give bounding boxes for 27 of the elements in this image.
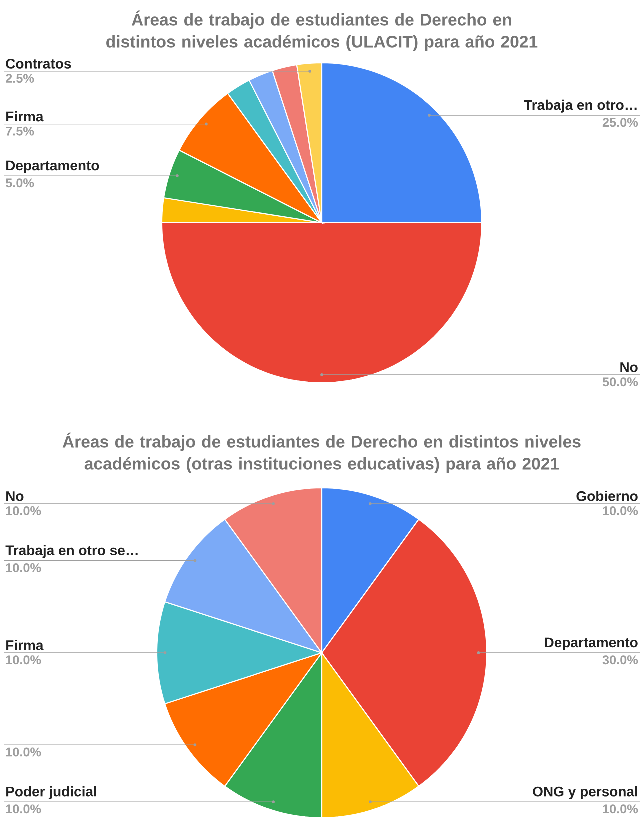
data-label: 10.0%: [6, 804, 42, 814]
slice-label: No: [620, 362, 638, 372]
data-label: 10.0%: [603, 506, 638, 516]
data-label: 7.5%: [6, 126, 34, 136]
chart-title: Áreas de trabajo de estudiantes de Derecho en distintos niveles académicos (ULACIT) para año 2021: [106, 10, 538, 52]
data-label: 10.0%: [603, 804, 638, 814]
slice-label: Departamento: [6, 160, 100, 174]
slice-label: Departamento: [545, 638, 638, 650]
slice-label: Gobierno: [576, 491, 638, 502]
data-label: 50.0%: [602, 378, 638, 387]
slice-label: Firma: [6, 640, 44, 650]
data-label: 5.0%: [6, 178, 34, 188]
data-label: 25.0%: [602, 118, 638, 128]
slice-label: No: [6, 492, 24, 502]
slice-label: ONG y personal: [533, 786, 638, 800]
slice-label: Firma: [6, 111, 44, 122]
slice-label: Trabaja en otro…: [524, 100, 637, 113]
slice-label: Poder judicial: [6, 786, 96, 800]
slice-label: Trabaja en otro se…: [6, 545, 138, 558]
data-label: 10.0%: [6, 506, 42, 516]
slice-label: Contratos: [6, 58, 72, 69]
data-label: 10.0%: [6, 563, 42, 572]
data-label: 10.0%: [6, 748, 42, 757]
data-label: 30.0%: [602, 656, 638, 665]
chart-title: Áreas de trabajo de estudiantes de Derecho en distintos niveles académicos (otras instituciones educativas) para año 2021: [62, 432, 581, 474]
data-label: 10.0%: [6, 656, 42, 665]
data-label: 2.5%: [6, 74, 34, 84]
